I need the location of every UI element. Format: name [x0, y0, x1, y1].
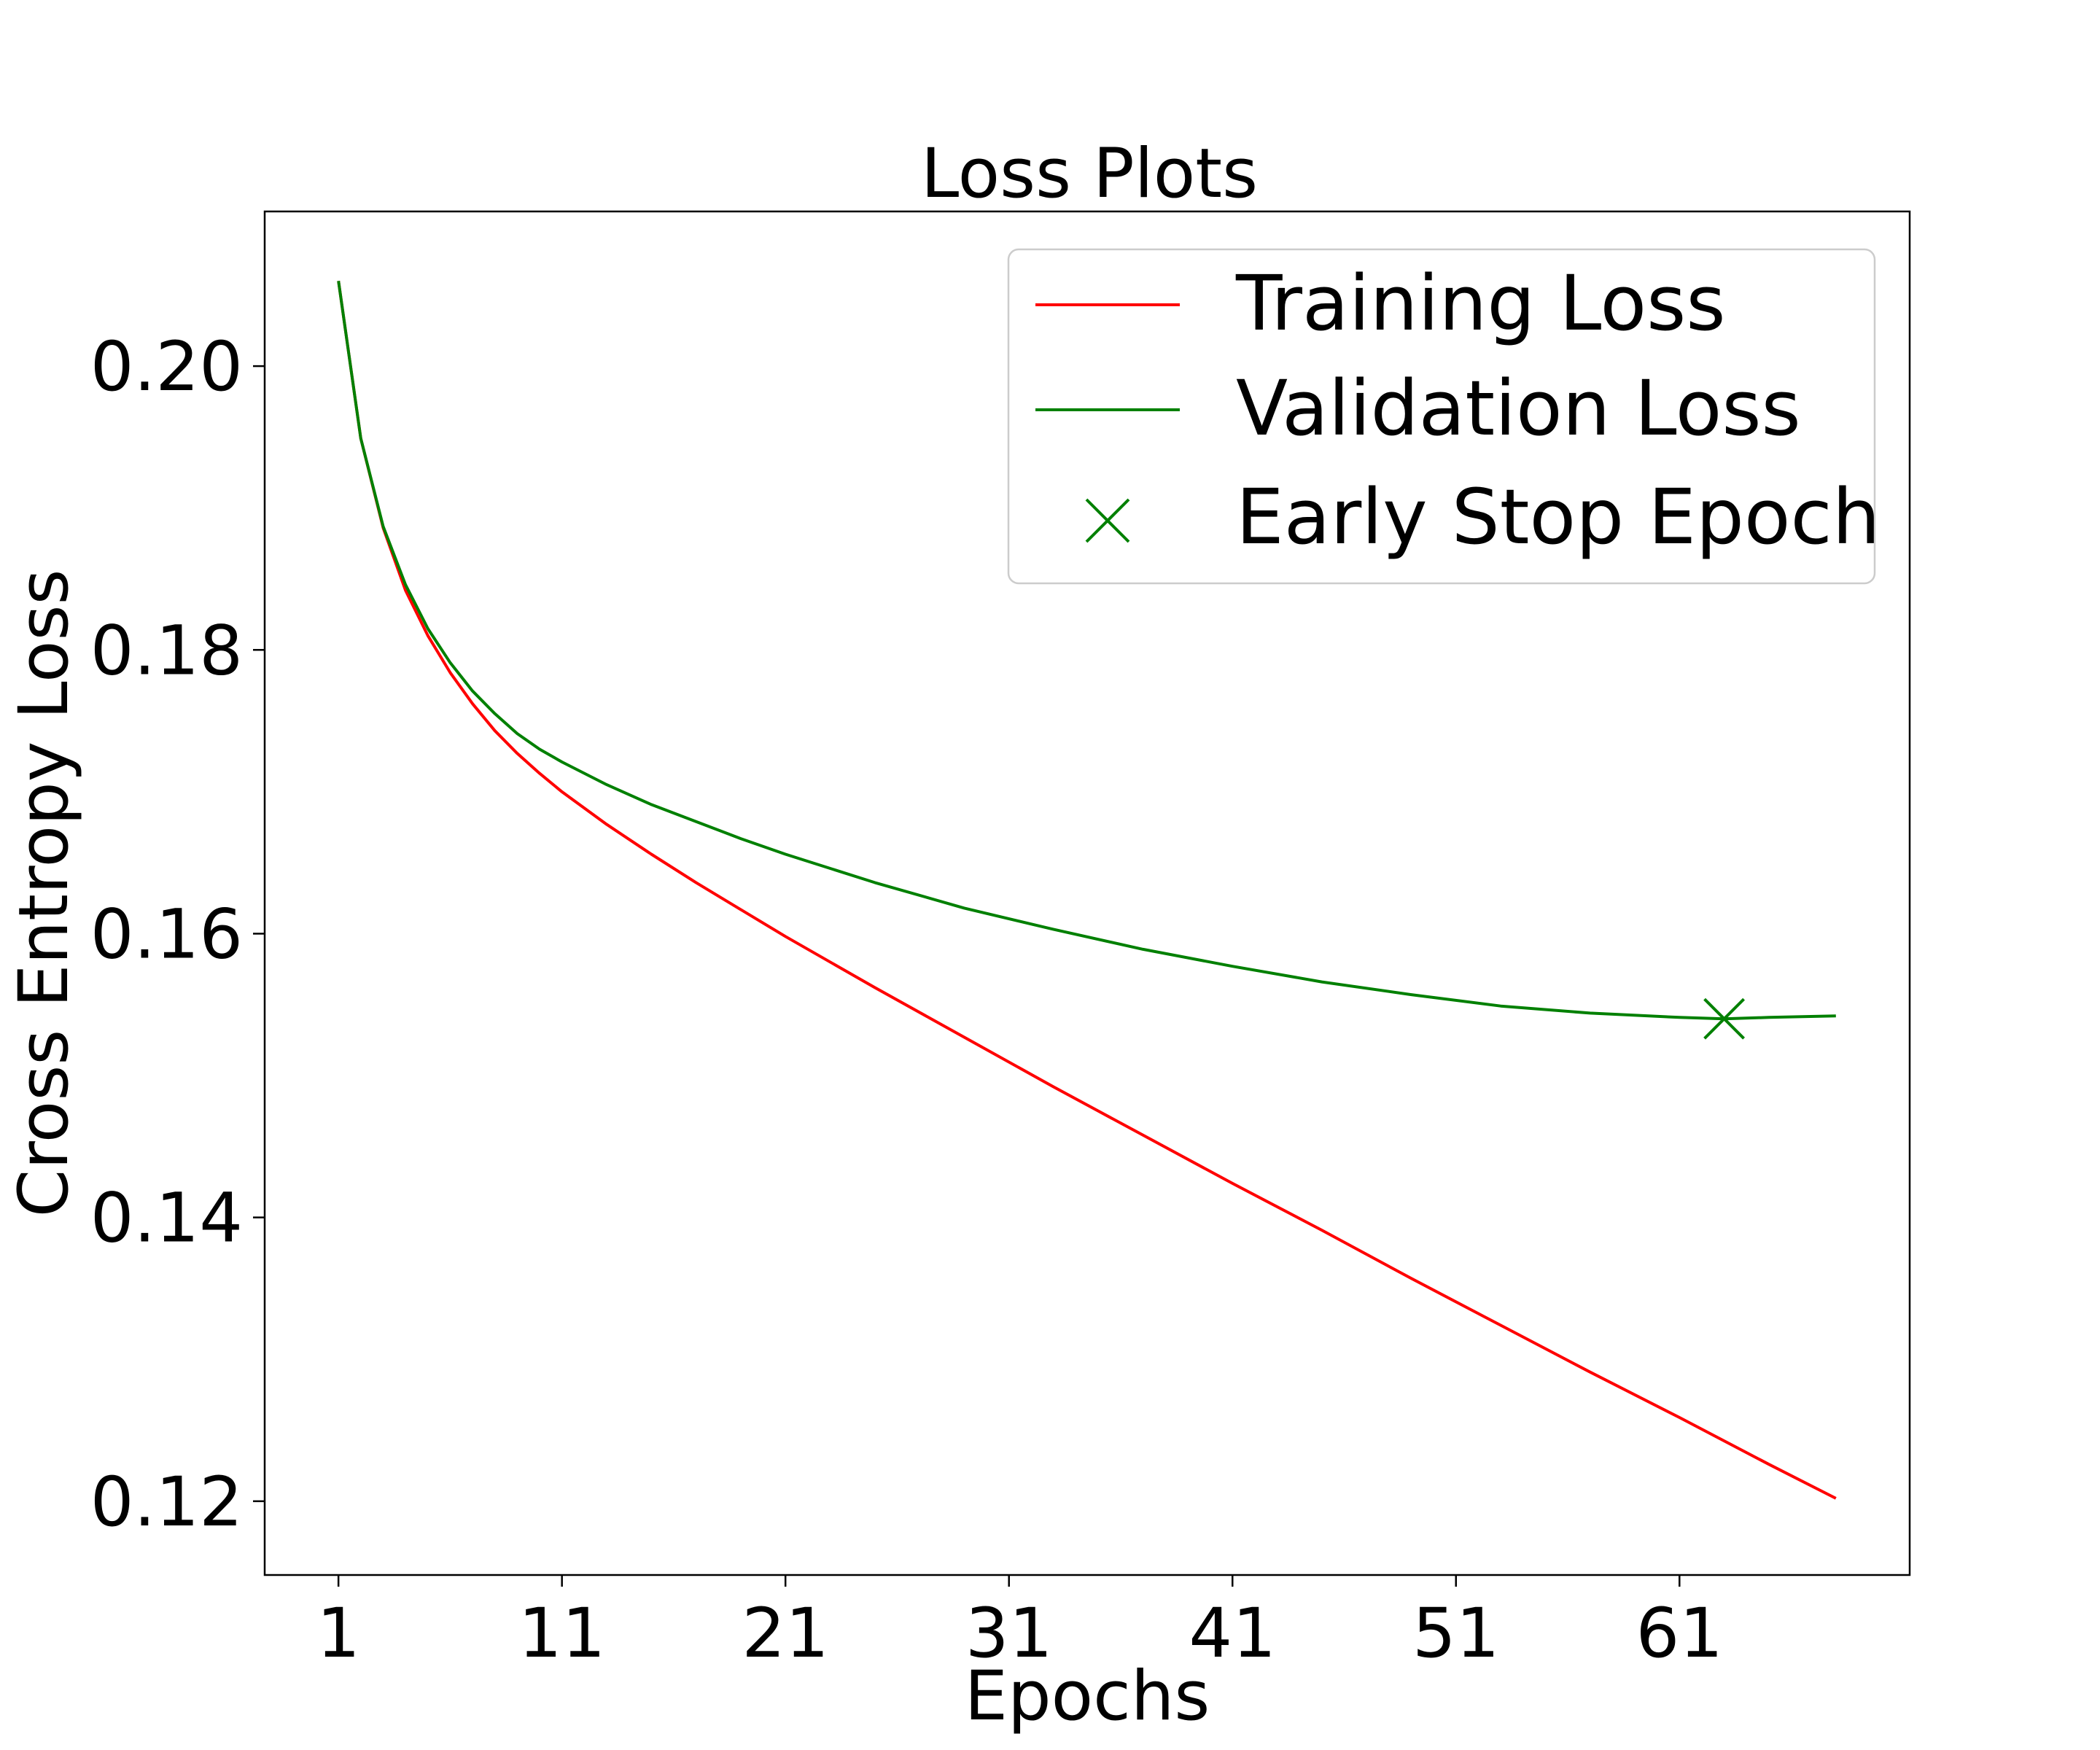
x-axis: 1 11 21 31 41 51 61	[316, 1575, 1723, 1673]
legend-training-label: Training Loss	[1235, 259, 1726, 348]
x-tick-label: 61	[1636, 1594, 1723, 1673]
legend-box	[1007, 248, 1876, 585]
x-axis-label: Epochs	[965, 1657, 1210, 1736]
y-tick-label: 0.18	[90, 611, 243, 691]
y-tick-label: 0.20	[90, 327, 243, 407]
x-tick-label: 1	[316, 1594, 360, 1673]
x-tick-label: 51	[1412, 1594, 1500, 1673]
validation-loss-line	[337, 281, 1836, 1021]
x-tick-label: 11	[518, 1594, 606, 1673]
x-tick-label: 31	[965, 1594, 1053, 1673]
y-axis-label: Cross Entropy Loss	[4, 569, 84, 1218]
early-stop-marker	[1703, 998, 1746, 1040]
y-tick-label: 0.12	[90, 1463, 243, 1542]
legend-validation-label: Validation Loss	[1236, 364, 1801, 453]
legend-early-stop-marker	[1085, 498, 1130, 543]
x-tick-label: 41	[1189, 1594, 1276, 1673]
axes-frame	[263, 210, 1911, 1576]
y-axis: 0.12 0.14 0.16 0.18 0.20	[90, 327, 265, 1542]
x-tick-label: 21	[742, 1594, 829, 1673]
y-tick-label: 0.14	[90, 1179, 243, 1259]
training-loss-line	[337, 281, 1837, 1500]
legend-early-stop-label: Early Stop Epoch	[1236, 472, 1881, 561]
chart-title: Loss Plots	[921, 134, 1258, 214]
y-tick-label: 0.16	[90, 895, 243, 974]
plot-area	[337, 281, 1837, 1500]
legend: Training Loss Validation Loss Early Stop…	[1007, 248, 1881, 585]
